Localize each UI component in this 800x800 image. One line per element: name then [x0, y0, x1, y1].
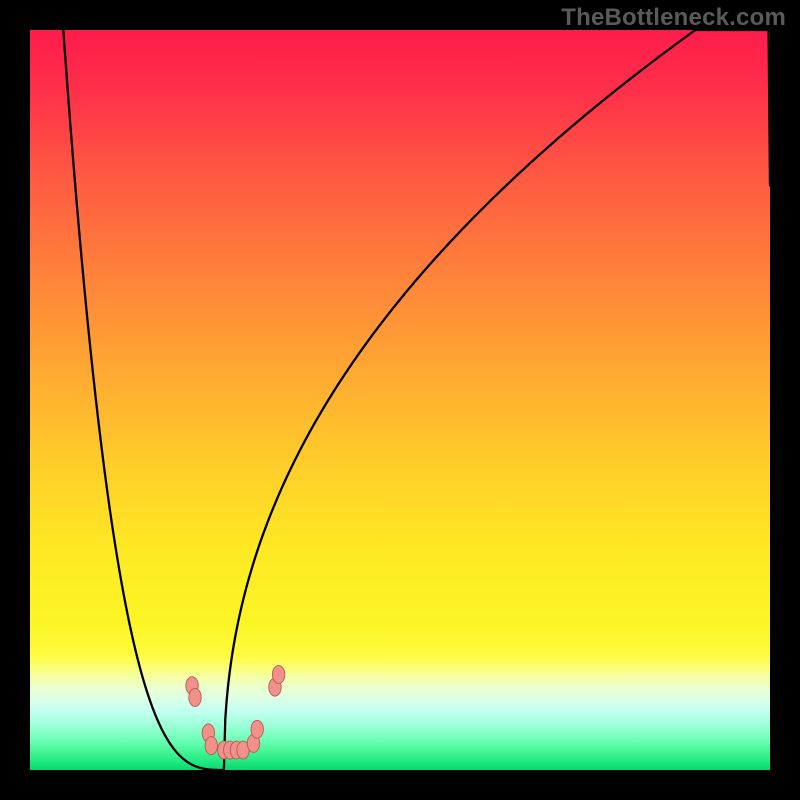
marker-point — [205, 737, 217, 755]
marker-point — [272, 666, 284, 684]
marker-point — [189, 688, 201, 706]
bottleneck-chart — [30, 30, 770, 770]
watermark-text: TheBottleneck.com — [561, 4, 786, 32]
chart-background — [30, 30, 770, 770]
marker-point — [251, 720, 263, 738]
